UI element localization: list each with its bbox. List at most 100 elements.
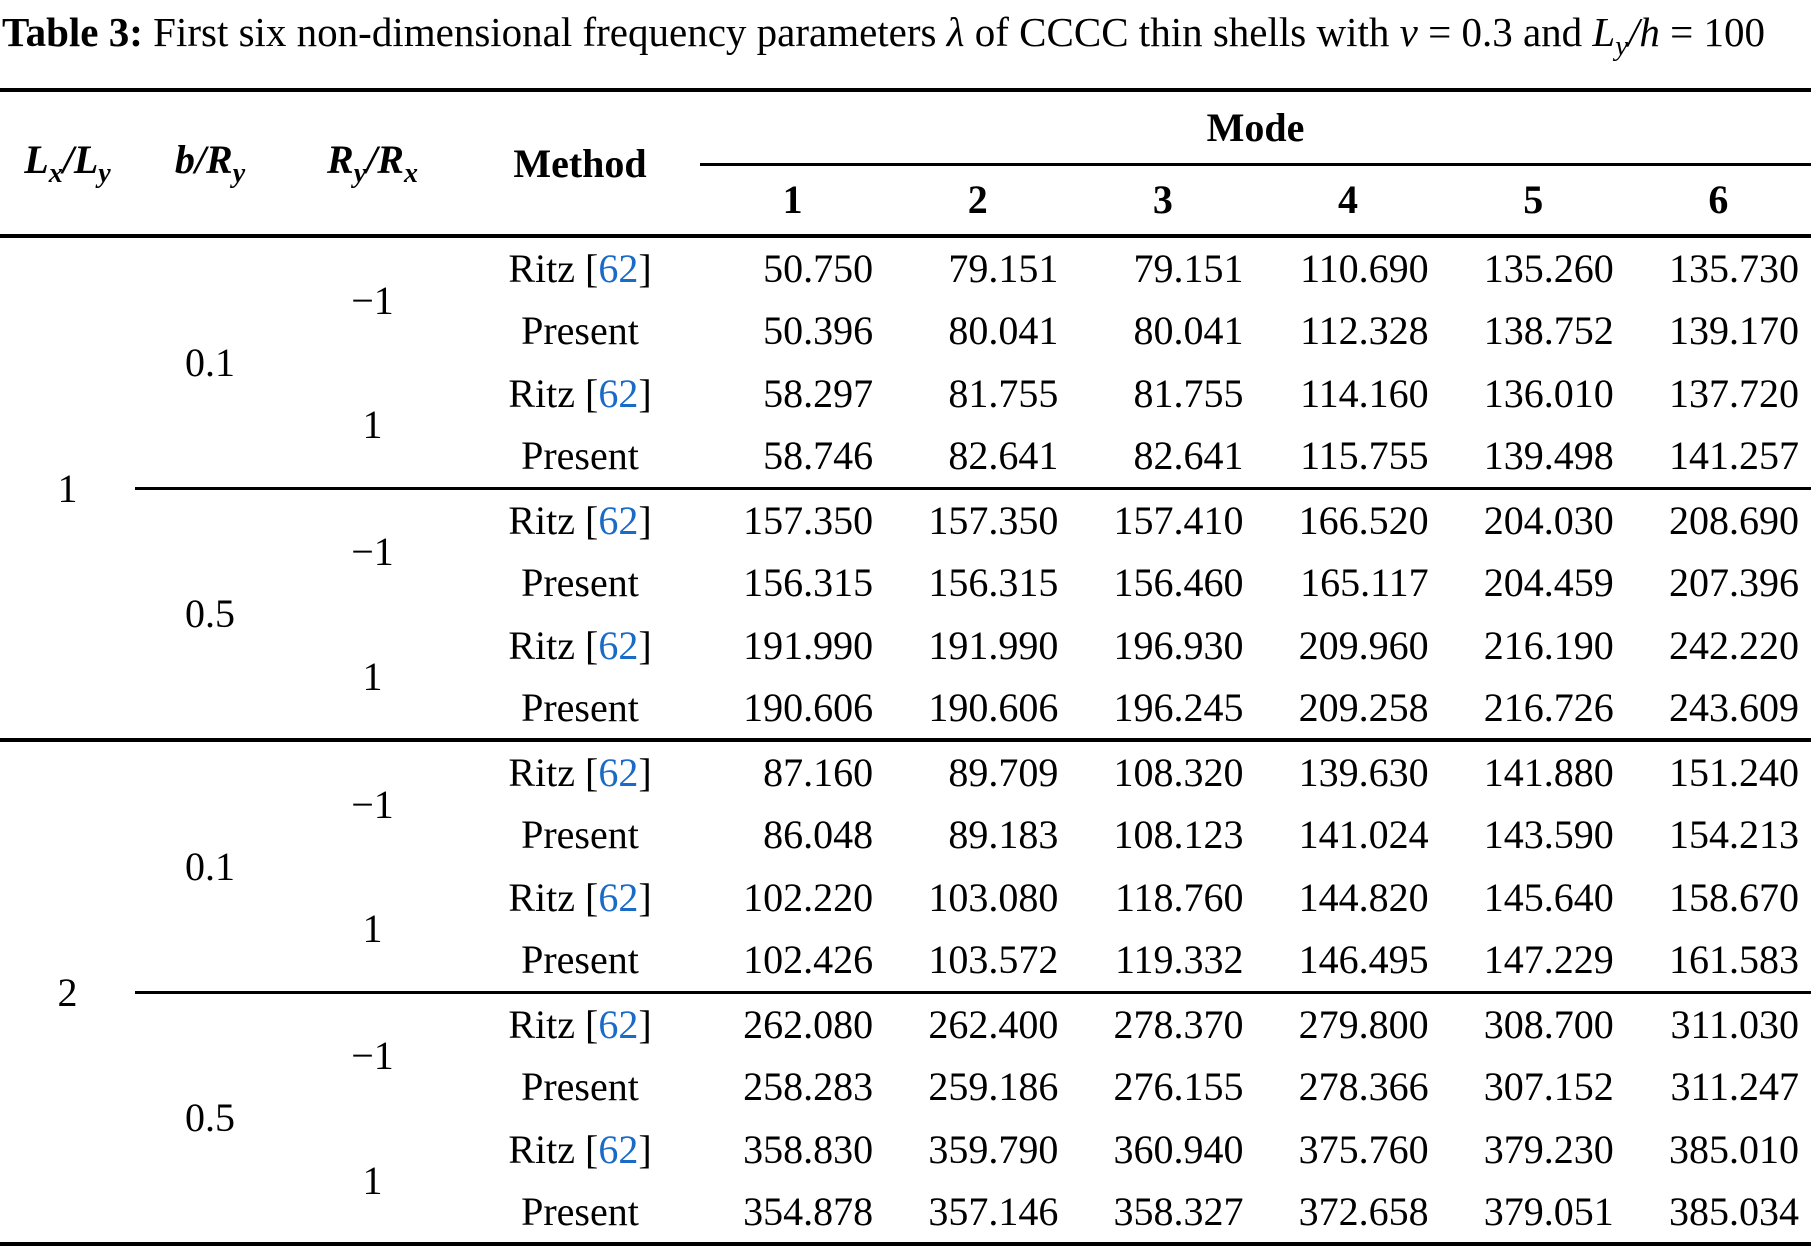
bracket: ] [638,246,652,292]
mode-value: 166.520 [1298,497,1429,543]
mode-value: 207.396 [1669,560,1799,606]
mode-value: 157.410 [1113,497,1244,543]
citation-link[interactable]: 62 [598,246,639,292]
caption-text: = 100 [1659,9,1765,55]
method-label: Ritz [ [508,1001,599,1047]
ry-rx-value: 1 [285,614,460,743]
table-row: 2 0.1 −1 Ritz [62] 87.160 89.709 108.320… [0,740,1811,1015]
ry-rx-value: −1 [351,277,394,323]
mode-value: 146.495 [1255,929,1441,994]
mode-value: 385.034 [1669,1189,1799,1235]
citation-link[interactable]: 62 [598,750,639,796]
table-row: 0.5 −1 Ritz [62] 157.350 157.350 157.410… [0,488,1811,743]
mode-value: 151.240 [1669,750,1799,796]
math-symbol: / [194,137,206,183]
mode-value: 258.283 [743,1064,874,1110]
ry-rx-value: −1 [351,529,394,575]
header-ry-rx: Ry/Rx [285,90,460,239]
mode-value: 103.080 [928,875,1059,921]
method-label: Ritz [ [508,750,599,796]
method-cell: Present [460,1055,700,1118]
mode-value: 196.245 [1070,677,1256,743]
bracket: ] [638,497,652,543]
mode-value: 79.151 [1133,246,1244,292]
b-ry-value: 0.5 [135,488,285,743]
method-cell: Present [460,1181,700,1244]
math-symbol: L [73,137,99,183]
mode-value: 209.258 [1255,677,1441,743]
method-cell: Ritz [62] [460,740,700,803]
mode-value: 145.640 [1483,875,1614,921]
method-label: Ritz [ [508,875,599,921]
table-row: Present 50.396 80.041 80.041 112.328 138… [0,299,1811,362]
header-mode-1: 1 [700,164,886,239]
method-label: Present [521,433,639,479]
math-symbol: / [62,137,74,183]
math-symbol: R [206,137,233,183]
citation-link[interactable]: 62 [598,1127,639,1173]
mode-value: 112.328 [1300,308,1429,354]
mode-value: 114.160 [1300,371,1429,417]
citation-link[interactable]: 62 [598,497,639,543]
citation-link[interactable]: 62 [598,1001,639,1047]
table-row: 1 Ritz [62] 358.830 359.790 360.940 375.… [0,1118,1811,1203]
mode-value: 110.690 [1300,246,1429,292]
mode-value: 358.327 [1113,1189,1244,1235]
mode-value: 262.400 [928,1001,1059,1047]
mode-value: 156.460 [1113,560,1244,606]
mode-value: 143.590 [1483,812,1614,858]
bracket: ] [638,875,652,921]
table-row: 1 0.1 −1 Ritz [62] 50.750 79.151 79.151 … [0,236,1811,743]
mode-value: 359.790 [928,1127,1059,1173]
mode-value: 102.426 [700,929,886,994]
b-ry-value: 0.1 [135,236,285,490]
bracket: ] [638,1001,652,1047]
method-label: Ritz [ [508,371,599,417]
citation-link[interactable]: 62 [598,875,639,921]
mode-value: 87.160 [763,750,874,796]
mode-value: 144.820 [1298,875,1429,921]
math-symbol: L [24,137,49,183]
mode-value: 81.755 [1133,371,1244,417]
mode-value: 358.830 [743,1127,874,1173]
bracket: ] [638,1127,652,1173]
mode-value: 242.220 [1669,623,1799,669]
mode-value: 360.940 [1113,1127,1244,1173]
mode-value: 385.010 [1669,1127,1799,1173]
table-row: 1 Ritz [62] 58.297 81.755 81.755 114.160… [0,362,1811,490]
mode-value: 138.752 [1483,308,1614,354]
method-cell: Ritz [62] [460,992,700,1055]
mode-value: 204.459 [1483,560,1614,606]
method-label: Present [521,685,639,731]
mode-value: 58.297 [763,371,874,417]
mode-value: 157.350 [743,497,874,543]
header-mode-3: 3 [1070,164,1256,239]
mode-value: 141.880 [1483,750,1614,796]
mode-value: 156.315 [928,560,1059,606]
mode-value: 79.151 [948,246,1059,292]
method-cell: Ritz [62] [460,236,700,299]
mode-value: 158.670 [1669,875,1799,921]
math-subscript: y [353,158,367,190]
mode-value: 204.030 [1483,497,1614,543]
method-cell: Present [460,677,700,743]
table-row: Present 258.283 259.186 276.155 278.366 … [0,1055,1811,1118]
math-symbol: /h [1627,9,1660,55]
mode-value: 190.606 [700,677,886,743]
mode-value: 102.220 [743,875,874,921]
mode-value: 139.498 [1440,425,1626,490]
mode-value: 141.024 [1298,812,1429,858]
citation-link[interactable]: 62 [598,371,639,417]
header-mode-4: 4 [1255,164,1441,239]
citation-link[interactable]: 62 [598,623,639,669]
mode-value: 379.230 [1483,1127,1614,1173]
table-row: Present 190.606 190.606 196.245 209.258 … [0,677,1811,743]
mode-value: 89.709 [948,750,1059,796]
table-row: 1 Ritz [62] 102.220 103.080 118.760 144.… [0,866,1811,994]
method-label: Present [521,560,639,606]
b-ry-value: 0.5 [185,1095,235,1141]
mode-value: 372.658 [1298,1189,1429,1235]
method-cell: Present [460,299,700,362]
math-symbol: R [327,137,354,183]
method-label: Present [521,308,639,354]
